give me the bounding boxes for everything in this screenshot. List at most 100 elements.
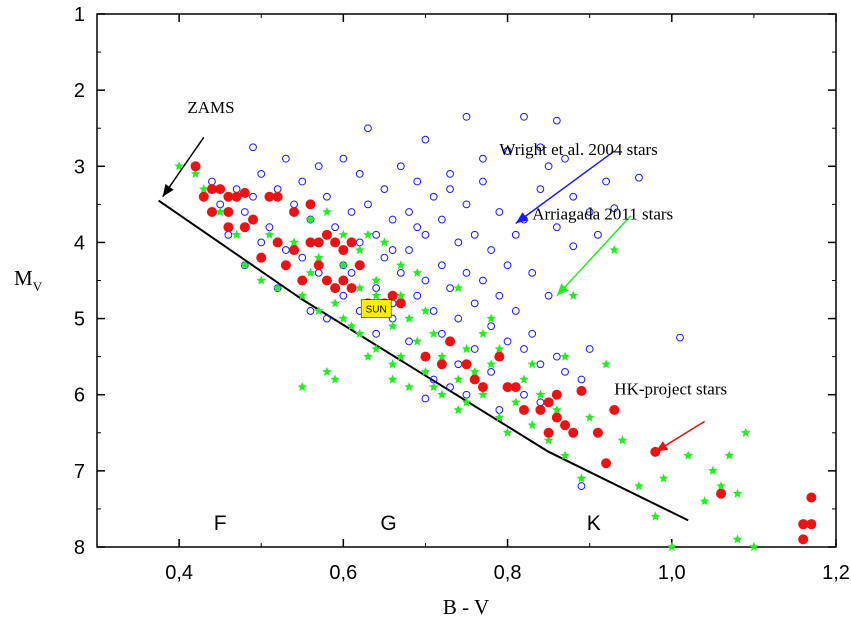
wright-star-point — [495, 208, 504, 216]
arriagada-star-point — [346, 321, 357, 331]
arriagada-star-point — [453, 404, 464, 414]
wright-star-point — [372, 284, 381, 293]
wright-star-point — [314, 162, 323, 171]
arriagada-star-point — [297, 382, 308, 392]
arriagada-star-point — [231, 229, 242, 239]
arriagada-star-point — [461, 344, 472, 354]
x-tick-label: 1,2 — [822, 562, 850, 584]
arriagada-star-point — [699, 496, 710, 506]
text-group: ZAMS Wright et al. 2004 stars Arriagada 20… — [187, 98, 727, 535]
annotation-arrow-head — [515, 212, 529, 224]
hk-project-star-point — [551, 412, 562, 423]
wright-star-point — [635, 173, 643, 182]
hk-project-star-point — [206, 206, 217, 217]
wright-star-point — [569, 192, 578, 201]
arriagada-star-point — [256, 275, 266, 285]
hk-project-star-point — [313, 260, 324, 271]
wright-star-point — [429, 307, 438, 315]
wright-star-point — [503, 147, 512, 155]
wright-star-point — [421, 276, 430, 285]
wright-star-point — [536, 143, 545, 152]
arriagada-star-point — [543, 435, 554, 445]
hk-project-star-point — [502, 382, 513, 393]
wright-star-point — [405, 337, 413, 346]
wright-star-point — [298, 253, 307, 262]
wright-star-point — [495, 291, 504, 300]
hk-project-star-point — [510, 382, 521, 393]
y-axis-title: MV — [14, 266, 43, 294]
x-axis-title: B - V — [443, 595, 489, 619]
spectral-class-label: G — [380, 512, 396, 535]
wright-star-point — [429, 192, 438, 201]
arriagada-star-point — [683, 450, 693, 460]
wright-star-point — [577, 375, 586, 384]
hk-project-star-point — [420, 351, 431, 362]
arriagada-star-point — [428, 328, 439, 338]
wright-star-point — [577, 482, 586, 490]
hk-project-star-point — [231, 191, 242, 202]
hk-project-star-point — [798, 519, 809, 530]
hk-project-star-point — [806, 519, 817, 530]
arriagada-star-point — [355, 328, 365, 338]
wright-star-point — [405, 246, 413, 254]
arriagada-star-point — [371, 344, 381, 354]
arriagada-star-point — [371, 275, 381, 285]
arriagada-star-point — [396, 290, 406, 300]
arriagada-star-point — [387, 359, 398, 369]
wright-star-point — [536, 398, 545, 407]
zams-line-group — [158, 199, 689, 522]
arriagada-star-point — [387, 374, 398, 384]
arriagada-star-point — [305, 267, 316, 277]
arriagada-star-point — [453, 283, 464, 293]
hk-project-star-point — [346, 237, 357, 248]
arriagada-star-point — [478, 389, 488, 399]
wright-star-point — [347, 268, 356, 277]
arriagada-star-point — [584, 412, 595, 422]
arriagada-star-point — [297, 290, 308, 300]
wright-star-point — [216, 200, 225, 209]
arriagada-star-point — [379, 237, 390, 247]
wright-star-point — [355, 170, 364, 178]
wright-star-point — [544, 162, 553, 171]
hk-project-star-point — [469, 374, 480, 385]
arriagada-star-point — [420, 366, 431, 376]
arriagada-star-point — [338, 260, 349, 270]
arriagada-star-point — [502, 427, 513, 437]
arriagada-star-point — [609, 245, 620, 255]
arriagada-star-point — [601, 359, 611, 369]
hk-project-star-point — [338, 245, 349, 256]
wright-star-point — [602, 177, 610, 186]
arriagada-star-point — [708, 465, 718, 475]
arriagada-star-point — [174, 161, 184, 171]
wright-star-point — [339, 154, 348, 163]
hk-project-star-point — [436, 359, 447, 370]
arriagada-star-point — [437, 351, 447, 361]
arriagada-star-point — [338, 313, 349, 323]
wright-star-point — [372, 329, 381, 338]
x-tick-label: 0,6 — [329, 562, 357, 584]
wright-star-point — [364, 200, 372, 209]
hk-project-star-point — [223, 222, 234, 233]
wright-star-point — [593, 230, 602, 239]
arriagada-star-point — [371, 290, 381, 300]
arriagada-star-point — [363, 229, 373, 239]
hk-project-star-point — [223, 206, 234, 217]
hk-project-star-point — [206, 184, 217, 195]
hk-project-star-point — [568, 427, 579, 438]
arriagada-star-point — [404, 382, 414, 392]
arriagada-star-point — [330, 298, 340, 308]
y-tick-label: 5 — [74, 309, 85, 331]
hk-project-star-point — [461, 359, 472, 370]
wright-star-point — [281, 246, 290, 254]
wright-star-point — [413, 177, 422, 186]
hk-project-star-point — [387, 290, 398, 301]
hk-project-star-point — [330, 237, 341, 248]
hk-project-star-point — [215, 184, 226, 195]
hk-project-star-point — [535, 404, 546, 415]
y-tick-label: 6 — [74, 385, 85, 407]
arriagada-star-point — [568, 290, 578, 300]
arriagada-star-point — [428, 382, 439, 392]
annotation-label: Arriagada 2011 stars — [532, 205, 673, 224]
wright-star-point — [388, 246, 397, 254]
data-points: SUN — [174, 112, 817, 552]
